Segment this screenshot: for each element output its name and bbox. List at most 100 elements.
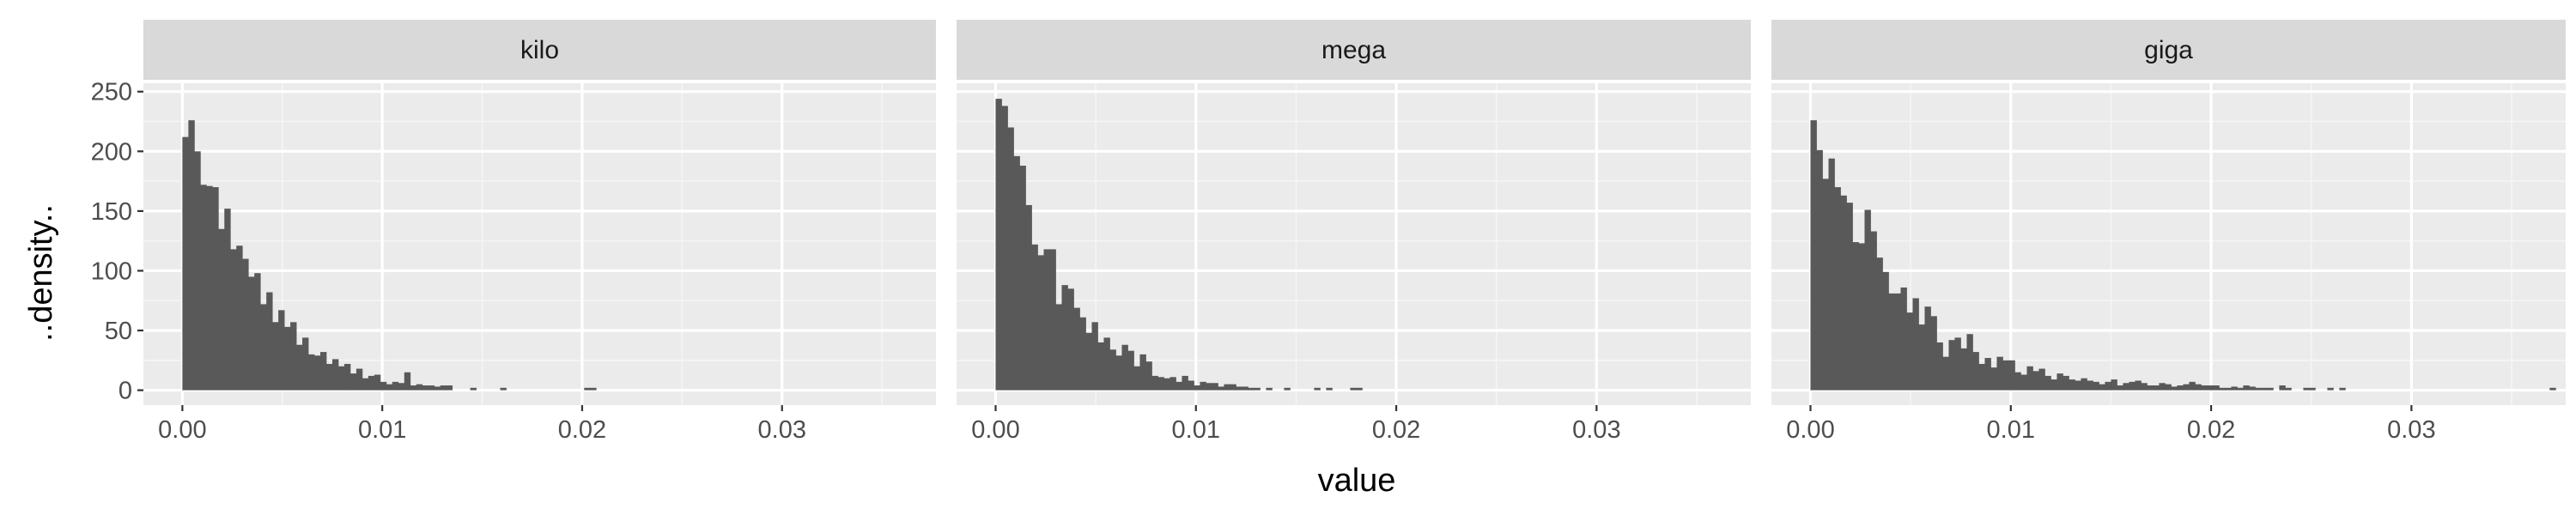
histogram-bar <box>2225 387 2232 391</box>
histogram-bar <box>1013 155 1020 391</box>
facet-strip <box>957 20 1751 80</box>
histogram-bar <box>2020 374 2027 391</box>
histogram-bar <box>1151 375 1158 391</box>
histogram-bar <box>2195 384 2202 391</box>
y-tick-label: 50 <box>105 318 132 345</box>
histogram-bar <box>1206 383 1212 391</box>
histogram-bar <box>284 326 291 391</box>
histogram-bar <box>248 276 255 391</box>
histogram-bar <box>1834 187 1841 391</box>
histogram-bar <box>2063 375 2069 391</box>
histogram-bar <box>1049 249 1056 391</box>
histogram-bar <box>1242 386 1249 391</box>
histogram-bar <box>236 245 243 391</box>
histogram-bar <box>361 378 369 391</box>
histogram-bar <box>278 310 285 391</box>
histogram-bar <box>2243 385 2250 391</box>
histogram-bar <box>1236 386 1242 391</box>
histogram-bar <box>1978 363 1985 391</box>
histogram-bar <box>1326 387 1333 391</box>
y-tick-label: 200 <box>91 138 132 166</box>
histogram-bar <box>337 366 345 391</box>
histogram-bar <box>355 368 363 391</box>
histogram-bar <box>410 385 417 391</box>
histogram-bar <box>2159 383 2166 391</box>
histogram-bar <box>1194 385 1200 391</box>
histogram-bar <box>2339 387 2346 391</box>
facet-kilo: kilo 0.00 0.01 0.02 0.03 <box>143 20 936 444</box>
histogram-bar <box>326 363 333 391</box>
histogram-bar <box>1230 384 1236 391</box>
histogram-bar <box>1182 375 1188 391</box>
histogram-bar <box>1356 387 1363 391</box>
histogram-bar <box>1176 381 1182 391</box>
histogram-bar <box>398 383 405 391</box>
histogram-bar <box>2231 386 2238 391</box>
x-axis-title: value <box>1318 463 1396 499</box>
histogram-bar <box>1858 243 1865 391</box>
histogram-bar <box>2002 360 2009 391</box>
histogram-bar <box>2171 386 2178 391</box>
histogram-bar <box>1948 340 1955 391</box>
histogram-bar <box>1037 255 1044 391</box>
histogram-bar <box>584 387 591 391</box>
histogram-bar <box>296 344 303 391</box>
facet-strip <box>1771 20 2566 80</box>
x-tick-label: 0.00 <box>1786 416 1834 444</box>
histogram-bar <box>2219 387 2226 391</box>
histogram-bar <box>260 304 267 391</box>
histogram-bar <box>2008 360 2015 391</box>
histogram-bar <box>2189 381 2196 391</box>
histogram-bar <box>218 228 225 391</box>
x-tick-label: 0.02 <box>558 416 606 444</box>
histogram-bar <box>2285 387 2292 391</box>
histogram-bar <box>1019 166 1026 391</box>
histogram-bar <box>2081 378 2087 391</box>
histogram-bar <box>1906 312 1913 391</box>
y-tick-label: 0 <box>118 378 132 405</box>
histogram-bar <box>392 381 399 391</box>
histogram-bar <box>1284 387 1291 391</box>
histogram-bar <box>2237 387 2244 391</box>
histogram-bar <box>1972 352 1979 391</box>
histogram-bar <box>2099 384 2105 391</box>
histogram-bar <box>2105 381 2111 391</box>
histogram-bar <box>1314 387 1321 391</box>
x-tick-label: 0.03 <box>2387 416 2435 444</box>
histogram-bar <box>380 381 387 391</box>
histogram-bar <box>1996 356 2003 391</box>
histogram-bar <box>1350 387 1357 391</box>
facet-panels: kilo 0.00 0.01 0.02 0.03 mega 0.00 0.01 0.02 0.03… <box>143 20 2566 444</box>
histogram-bar <box>2327 387 2334 391</box>
histogram-bar <box>1942 356 1949 391</box>
x-tick-label: 0.03 <box>1572 416 1620 444</box>
histogram-bar <box>2111 379 2117 391</box>
histogram-bar <box>428 385 435 391</box>
histogram-bar <box>349 373 357 391</box>
histogram-bar <box>2032 371 2039 391</box>
histogram-bar <box>1224 384 1230 391</box>
histogram-bar <box>194 151 201 391</box>
histogram-bar <box>2044 375 2051 391</box>
histogram-bar <box>343 363 351 391</box>
histogram-bar <box>2303 387 2310 391</box>
histogram-bar <box>1966 334 1973 391</box>
histogram-bar <box>1888 293 1895 391</box>
facet-strip <box>143 20 936 80</box>
histogram-bar <box>1870 231 1877 391</box>
histogram-bar <box>404 372 411 391</box>
histogram-bar <box>2038 368 2045 391</box>
histogram-bar <box>2165 384 2172 391</box>
histogram-bar <box>1091 322 1098 391</box>
histogram-bar <box>1990 367 1997 391</box>
histogram-bar <box>2050 379 2057 391</box>
histogram-bar <box>200 185 207 391</box>
histogram-bar <box>1810 120 1817 391</box>
histogram-bar <box>2123 383 2129 391</box>
histogram-bar <box>1984 358 1991 391</box>
histogram-bar <box>1127 350 1134 391</box>
histogram-bar <box>1031 244 1038 391</box>
histogram-bar <box>1067 288 1074 391</box>
histogram-bar <box>230 249 237 391</box>
histogram-bar <box>1055 304 1062 391</box>
